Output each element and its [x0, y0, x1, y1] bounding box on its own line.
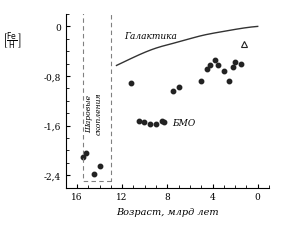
Text: Шаровые
скопления: Шаровые скопления: [85, 93, 103, 135]
X-axis label: Возраст, млрд лет: Возраст, млрд лет: [116, 207, 219, 216]
Text: $\left[\frac{\mathrm{Fe}}{\mathrm{H}}\right]$: $\left[\frac{\mathrm{Fe}}{\mathrm{H}}\ri…: [2, 31, 21, 52]
Text: Галактика: Галактика: [124, 32, 177, 41]
Text: БМО: БМО: [173, 119, 196, 128]
